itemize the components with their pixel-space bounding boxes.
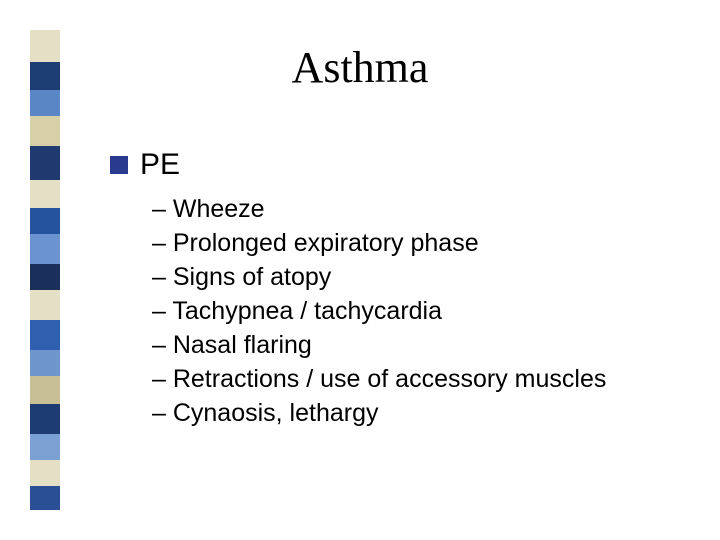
square-bullet-icon — [110, 156, 128, 174]
slide-content: PE – Wheeze– Prolonged expiratory phase–… — [110, 148, 680, 430]
sidebar-segment — [30, 320, 60, 350]
sidebar-segment — [30, 350, 60, 376]
sub-item: – Tachypnea / tachycardia — [152, 294, 680, 328]
slide-title: Asthma — [0, 42, 720, 93]
sidebar-segment — [30, 234, 60, 264]
sidebar-segment — [30, 376, 60, 404]
sub-item: – Prolonged expiratory phase — [152, 226, 680, 260]
sub-list: – Wheeze– Prolonged expiratory phase– Si… — [152, 192, 680, 430]
sub-item: – Cynaosis, lethargy — [152, 396, 680, 430]
sidebar-segment — [30, 404, 60, 434]
decorative-sidebar — [30, 30, 60, 510]
sidebar-segment — [30, 486, 60, 510]
sidebar-segment — [30, 460, 60, 486]
sub-item: – Wheeze — [152, 192, 680, 226]
sidebar-segment — [30, 208, 60, 234]
sidebar-segment — [30, 434, 60, 460]
sidebar-segment — [30, 90, 60, 116]
sidebar-segment — [30, 146, 60, 180]
sidebar-segment — [30, 264, 60, 290]
sidebar-segment — [30, 180, 60, 208]
sub-item: – Signs of atopy — [152, 260, 680, 294]
sidebar-segment — [30, 290, 60, 320]
sidebar-segment — [30, 116, 60, 146]
sub-item: – Retractions / use of accessory muscles — [152, 362, 680, 396]
sub-item: – Nasal flaring — [152, 328, 680, 362]
bullet-row: PE — [110, 148, 680, 182]
bullet-label: PE — [140, 148, 180, 182]
